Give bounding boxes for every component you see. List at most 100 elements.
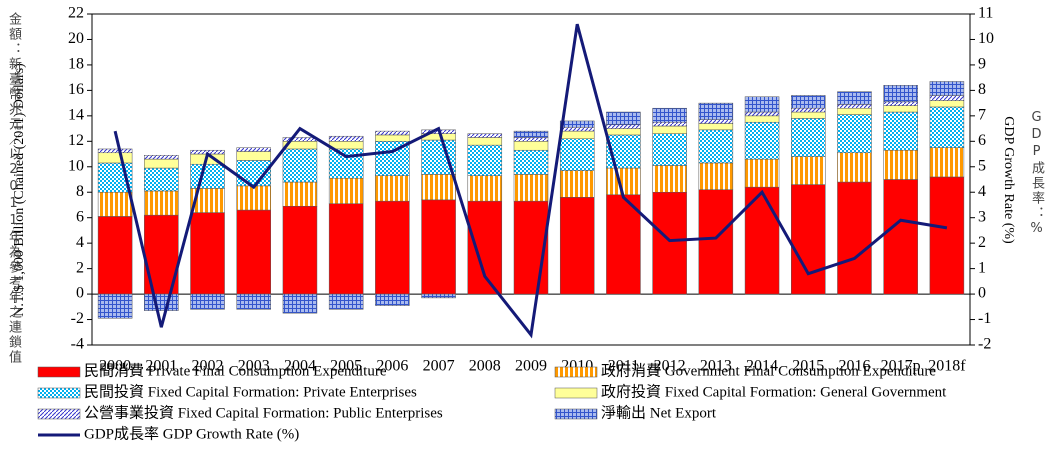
y2-tick-label: 9 [978,56,986,73]
bar-segment [236,151,271,161]
bar-segment [744,158,780,188]
x-tick-label: 2017p [881,358,921,375]
bar-segment [282,148,318,183]
y-axis-title: N.T.$ 1,000 Billion (Chained (2011) Doll… [12,63,27,317]
bar-segment [236,185,271,211]
y2-tick-label: 11 [978,5,993,22]
y-tick-label: 18 [68,56,84,73]
bar-segment [559,127,595,132]
bar-segment [791,95,826,109]
y2-tick-label: 8 [978,81,986,98]
bar-segment [513,141,549,151]
y2-tick-label: -2 [978,336,991,353]
y-tick-label: 22 [68,5,84,22]
legend-label: 民間投資 Fixed Capital Formation: Private En… [84,383,417,400]
bar-segment [328,293,364,310]
legend-label: 政府投資 Fixed Capital Formation: General Go… [601,383,947,400]
bar-segment [606,194,641,295]
bar-segment [282,205,318,295]
x-tick-label: 2002 [192,358,224,375]
bar-segment [282,137,318,142]
bar-segment [513,137,549,142]
bar-segment [606,111,641,126]
bar-segment [883,105,918,113]
growth-line [113,23,948,339]
legend-label: 政府消費 Government Final Consumption Expend… [601,362,936,379]
bar-segment [97,152,133,164]
bar-segment [190,293,225,310]
bar-segment [606,128,641,136]
bar-segment [883,101,918,106]
x-tick-label: 2004 [284,358,316,375]
bar-segment [513,130,549,138]
y2-tick-label: 3 [978,208,986,225]
x-tick-label: 2011 [608,358,639,375]
y-tick-label: 8 [76,183,84,200]
x-tick-label: 2014 [746,358,778,375]
bar-segment [791,111,826,119]
legend-swatch [37,387,81,399]
legend-label: 民間消費 Private Final Consumption Expenditu… [84,362,387,379]
y-tick-label: 4 [76,234,84,251]
y-tick-label: 12 [68,132,84,149]
bar-segment [791,107,826,113]
bar-segment [467,144,503,176]
bar-segment [559,197,595,295]
bar-segment [190,212,225,295]
bar-segment [144,190,179,216]
bar-segment [929,147,965,178]
bar-segment [744,121,780,160]
y-tick-label: -2 [71,310,84,327]
x-tick-label: 2007 [423,358,455,375]
x-tick-label: 2003 [238,358,270,375]
legend-label: GDP成長率 GDP Growth Rate (%) [84,425,299,442]
bar-segment [467,175,503,202]
bar-segment [559,120,595,128]
bar-segment [883,149,918,180]
bar-segment [883,111,918,151]
bar-segment [236,147,271,152]
y2-tick-label: 7 [978,107,986,124]
y-tick-label: 20 [68,30,84,47]
bar-segment [652,133,687,166]
y-tick-label: 6 [76,208,84,225]
bar-segment [144,293,179,311]
bar-segment [652,191,687,295]
bar-segment [698,189,734,295]
y-tick-label: 14 [68,107,84,124]
y-tick-label: -4 [71,336,84,353]
bar-segment [328,135,364,142]
legend-swatch [554,408,598,420]
bar-segment [97,148,133,154]
x-tick-label: 2001 [145,358,177,375]
bar-segment [652,165,687,193]
bar-segment [421,199,456,295]
bar-segment [375,130,410,136]
bar-segment [929,81,965,96]
bar-segment [97,293,133,319]
bar-segment [236,209,271,295]
bar-segment [97,216,133,295]
bar-segment [236,293,271,310]
x-tick-label: 2018f [928,358,966,375]
x-tick-label: 2009 [515,358,547,375]
bar-segment [467,200,503,295]
bar-segment [837,104,872,109]
bar-segment [559,170,595,198]
x-tick-label: 2016 [838,358,870,375]
bar-segment [328,148,364,179]
bar-segment [421,174,456,201]
bar-segment [929,100,965,108]
bar-segment [282,181,318,207]
bar-segment [698,162,734,190]
bar-segment [929,176,965,295]
y2-tick-label: 5 [978,157,986,174]
legend-label: 公營事業投資 Fixed Capital Formation: Public E… [84,404,443,421]
bar-segment [652,107,687,123]
plot-frame [91,13,971,346]
bar-segment [791,156,826,185]
bar-segment [606,124,641,129]
y2-tick-label: -1 [978,310,991,327]
bar-segment [929,106,965,148]
